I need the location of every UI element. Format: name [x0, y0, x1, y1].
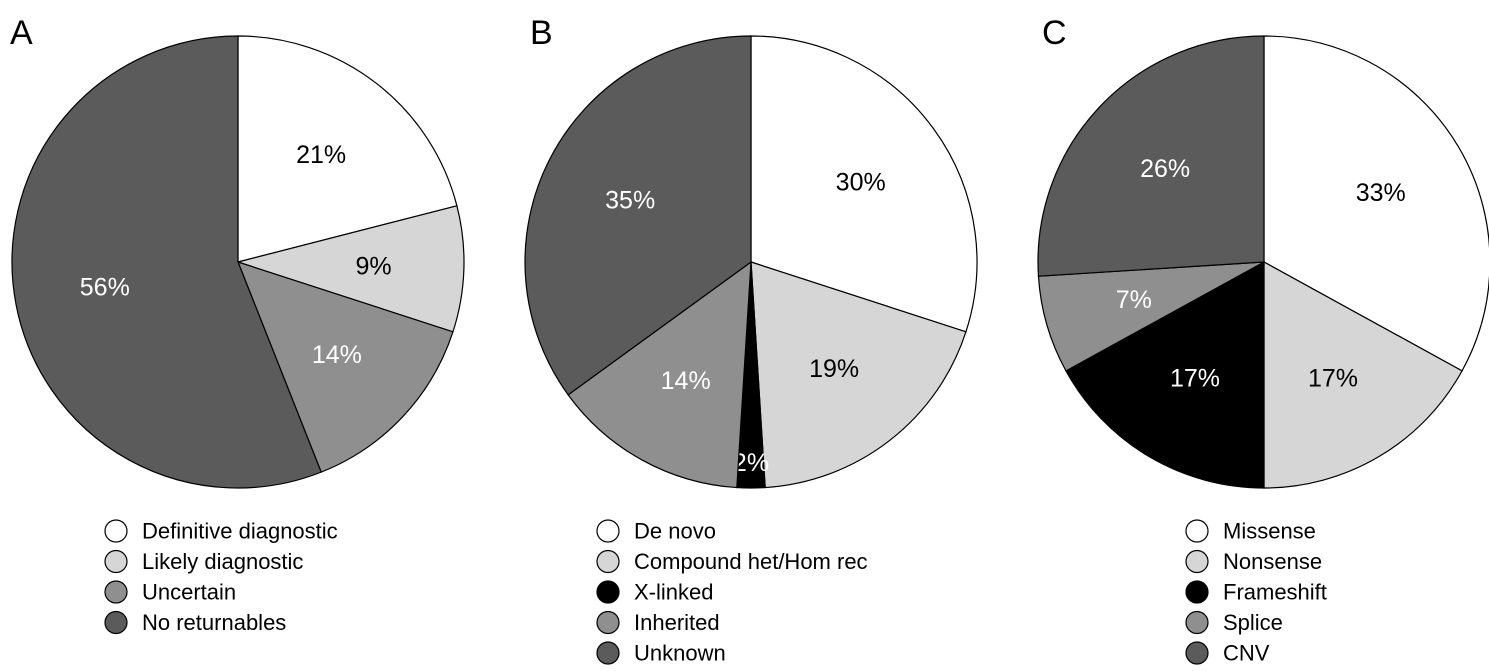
legend-label-nonsense: Nonsense [1223, 549, 1322, 574]
slice-label-missense: 33% [1356, 179, 1406, 207]
legend-swatch-de-novo [596, 519, 620, 543]
slice-label-compound-het-hom-rec: 19% [809, 355, 859, 383]
legend-label-de-novo: De novo [634, 519, 716, 544]
legend: Missense Nonsense Frameshift Splice CNV [1185, 519, 1327, 666]
slice-cnv [1037, 35, 1265, 277]
slice-uncertain [236, 261, 454, 473]
legend-label-inherited: Inherited [634, 610, 720, 635]
legend-label-no-returnables: No returnables [142, 610, 286, 635]
panel-letter: A [10, 14, 33, 52]
slice-label-splice: 7% [1116, 286, 1152, 314]
slice-label-cnv: 26% [1140, 155, 1190, 183]
legend-swatch-x-linked [596, 580, 620, 604]
legend-label-splice: Splice [1223, 610, 1283, 635]
slice-compound-het-hom-rec [750, 261, 967, 489]
pie-panel-a: A 21% 9% 14% 56% Definitive diagnostic Likely … [10, 14, 465, 635]
legend-swatch-definitive-diagnostic [104, 519, 128, 543]
pie-panel-c: C 33% 17% 17% 7% 26% Missense Nonsense Frameshif… [1037, 14, 1489, 666]
slice-frameshift [1065, 260, 1265, 489]
legend-swatch-splice [1185, 610, 1209, 635]
slice-nonsense [1263, 260, 1463, 489]
slice-label-uncertain: 14% [312, 341, 362, 369]
panel-letter: C [1042, 14, 1067, 52]
legend-label-unknown: Unknown [634, 641, 726, 666]
slice-label-no-returnables: 56% [80, 273, 130, 301]
slice-no-returnables [11, 35, 322, 489]
slice-label-unknown: 35% [605, 186, 655, 214]
panel-letter: B [530, 14, 553, 52]
legend-label-definitive-diagnostic: Definitive diagnostic [142, 519, 338, 544]
slice-label-frameshift: 17% [1170, 365, 1220, 393]
legend-label-frameshift: Frameshift [1223, 580, 1327, 605]
slice-definitive-diagnostic [237, 35, 458, 263]
slice-label-nonsense: 17% [1308, 365, 1358, 393]
legend-label-likely-diagnostic: Likely diagnostic [142, 549, 303, 574]
legend-swatch-no-returnables [104, 610, 128, 635]
legend-label-x-linked: X-linked [634, 580, 713, 605]
slice-label-de-novo: 30% [836, 168, 886, 196]
slice-missense [1263, 35, 1489, 372]
legend-label-uncertain: Uncertain [142, 580, 236, 605]
legend-label-compound-het-hom-rec: Compound het/Hom rec [634, 549, 868, 574]
legend-label-cnv: CNV [1223, 641, 1270, 666]
legend-swatch-inherited [596, 610, 620, 635]
legend-swatch-uncertain [104, 580, 128, 604]
slice-de-novo [750, 35, 978, 333]
slice-unknown [524, 35, 752, 396]
legend-swatch-compound-het-hom-rec [596, 549, 620, 574]
slice-likely-diagnostic [235, 205, 465, 333]
legend-swatch-missense [1185, 519, 1209, 543]
legend-swatch-unknown [596, 641, 620, 665]
legend-swatch-frameshift [1185, 580, 1209, 604]
legend-swatch-likely-diagnostic [104, 549, 128, 574]
slice-label-inherited: 14% [661, 367, 711, 395]
legend-swatch-nonsense [1185, 549, 1209, 574]
slice-inherited [567, 260, 752, 489]
slice-label-definitive-diagnostic: 21% [296, 141, 346, 169]
legend-label-missense: Missense [1223, 519, 1316, 544]
legend: Definitive diagnostic Likely diagnostic Un… [104, 519, 338, 635]
slice-label-likely-diagnostic: 9% [355, 252, 391, 280]
legend-swatch-cnv [1185, 641, 1209, 665]
legend: De novo Compound het/Hom rec X-linked Inher… [596, 519, 868, 666]
